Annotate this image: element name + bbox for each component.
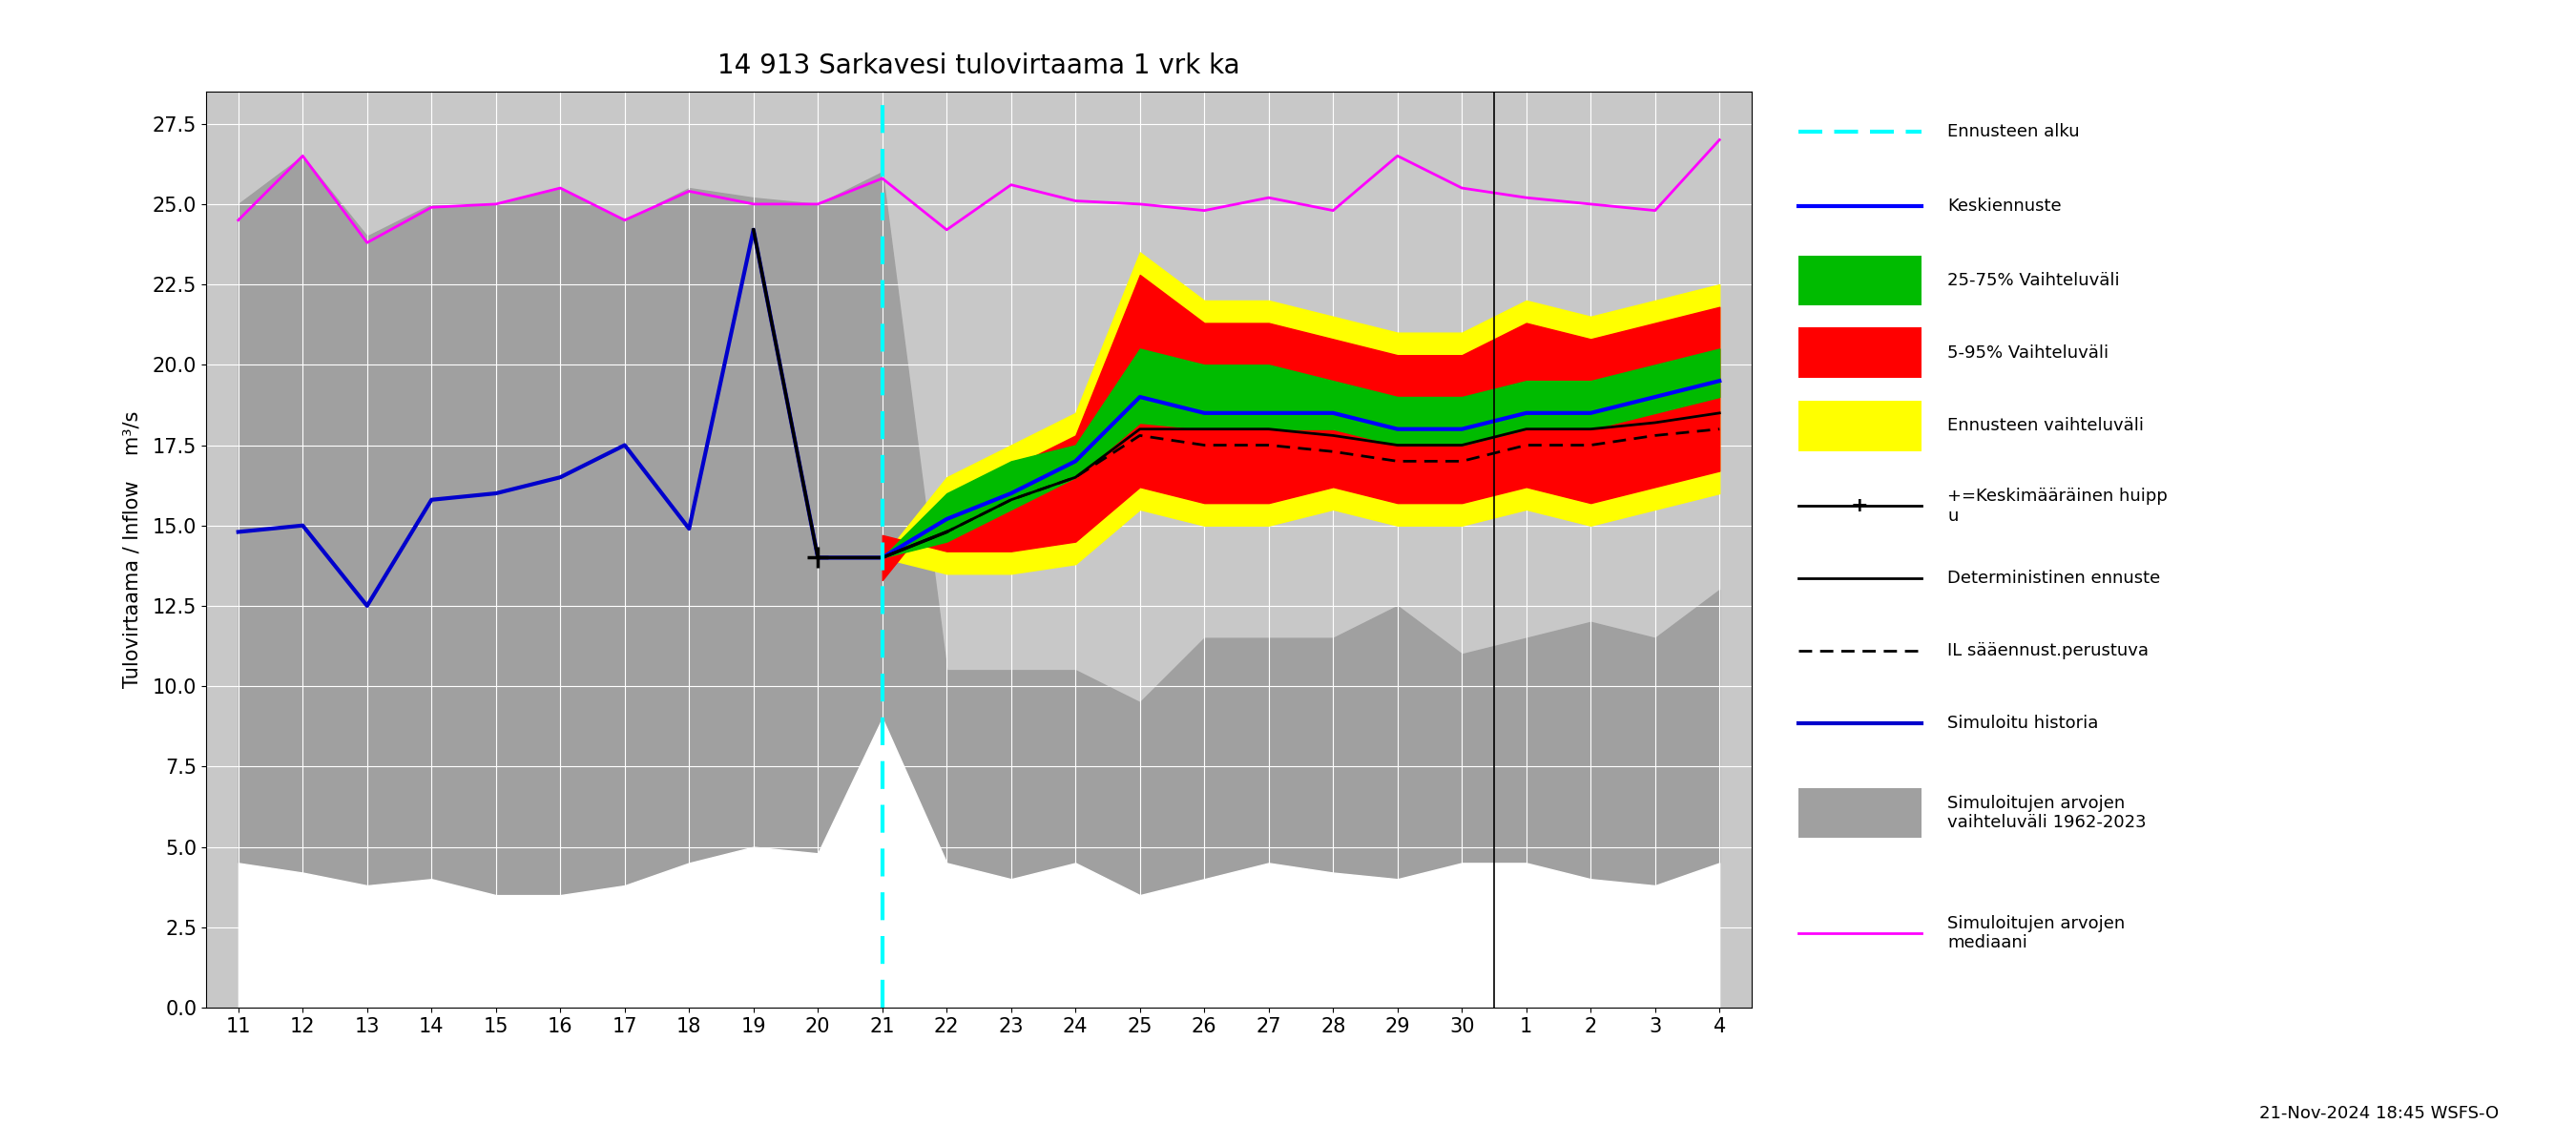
Text: Simuloitu historia: Simuloitu historia: [1947, 714, 2099, 733]
Title: 14 913 Sarkavesi tulovirtaama 1 vrk ka: 14 913 Sarkavesi tulovirtaama 1 vrk ka: [719, 52, 1239, 79]
Text: Ennusteen vaihteluväli: Ennusteen vaihteluväli: [1947, 417, 2143, 434]
Text: Simuloitujen arvojen
mediaani: Simuloitujen arvojen mediaani: [1947, 915, 2125, 951]
Text: +: +: [1852, 497, 1868, 515]
Text: IL sääennust.perustuva: IL sääennust.perustuva: [1947, 641, 2148, 660]
Y-axis label: Tulovirtaama / Inflow    m³/s: Tulovirtaama / Inflow m³/s: [124, 411, 142, 688]
Text: Simuloitujen arvojen
vaihteluväli 1962-2023: Simuloitujen arvojen vaihteluväli 1962-2…: [1947, 795, 2146, 831]
Text: 21-Nov-2024 18:45 WSFS-O: 21-Nov-2024 18:45 WSFS-O: [2259, 1105, 2499, 1122]
Text: +=Keskimääräinen huipp
u: +=Keskimääräinen huipp u: [1947, 488, 2169, 524]
Text: 5-95% Vaihteluväli: 5-95% Vaihteluväli: [1947, 344, 2110, 362]
Text: Ennusteen alku: Ennusteen alku: [1947, 123, 2079, 140]
Text: Deterministinen ennuste: Deterministinen ennuste: [1947, 569, 2161, 586]
Text: Keskiennuste: Keskiennuste: [1947, 197, 2061, 215]
Text: 25-75% Vaihteluväli: 25-75% Vaihteluväli: [1947, 271, 2120, 289]
